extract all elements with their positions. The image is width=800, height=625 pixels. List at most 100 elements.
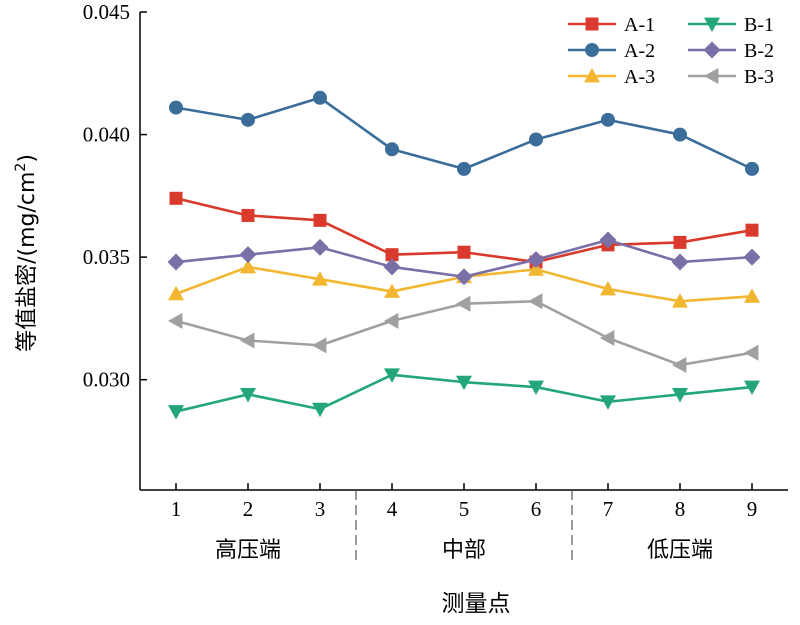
y-axis-label: 等值盐密/(mg/cm2) (13, 154, 40, 352)
x-tick-label: 2 (243, 497, 254, 521)
series-a-2 (169, 90, 759, 176)
data-point (743, 248, 761, 266)
series-line (175, 96, 753, 171)
data-point (599, 231, 617, 249)
data-point (169, 100, 183, 115)
series-b-3 (168, 293, 759, 373)
data-point (239, 246, 257, 264)
legend-label: A-3 (624, 66, 655, 88)
data-point (528, 380, 544, 396)
data-point (600, 280, 616, 296)
data-point (745, 161, 759, 176)
data-point (241, 208, 255, 222)
data-point (456, 375, 472, 391)
x-tick-label: 8 (675, 497, 686, 521)
series-lines (167, 90, 761, 420)
x-tick-label: 3 (315, 497, 326, 521)
x-tick-label: 4 (387, 497, 398, 521)
series-a-1 (169, 191, 759, 269)
series-line (175, 299, 753, 367)
data-point (167, 253, 185, 271)
y-tick-label: 0.040 (83, 123, 130, 147)
data-point (383, 258, 401, 276)
data-point (456, 295, 471, 312)
x-group-labels: 高压端 中部 低压端 (215, 538, 713, 563)
legend-label: A-2 (624, 40, 655, 62)
legend-item-a-1: A-1 (568, 14, 655, 36)
legend-marker (585, 43, 599, 57)
legend-item-b-3: B-3 (688, 66, 774, 88)
data-point (744, 344, 759, 361)
data-point (528, 293, 543, 310)
data-point (311, 238, 329, 256)
data-point (744, 380, 760, 396)
data-point (385, 248, 399, 262)
y-tick-label: 0.030 (83, 368, 130, 392)
data-point (671, 253, 689, 271)
x-tick-label: 7 (603, 497, 614, 521)
data-point (312, 337, 327, 354)
x-tick-label: 5 (459, 497, 470, 521)
legend-marker (704, 17, 720, 32)
data-point (312, 402, 328, 418)
series-b-2 (167, 231, 761, 286)
series-b-1 (168, 368, 760, 420)
data-point (527, 251, 545, 269)
x-tick-label: 6 (531, 497, 542, 521)
data-point (744, 288, 760, 303)
y-axis-label-close: ) (15, 154, 40, 163)
legend-marker (703, 41, 721, 59)
data-point (745, 223, 759, 237)
data-point (168, 285, 184, 301)
legend-item-a-3: A-3 (568, 66, 655, 88)
data-point (169, 191, 183, 205)
data-point (385, 142, 399, 157)
x-tick-label: 9 (747, 497, 758, 521)
data-point (241, 112, 255, 127)
legend-label: B-1 (744, 14, 774, 36)
data-point (600, 330, 615, 347)
y-tick-label: 0.045 (83, 0, 130, 24)
data-point (529, 132, 543, 147)
x-group-label: 中部 (442, 538, 486, 563)
y-axis-label-sup: 2 (13, 163, 29, 172)
data-point (672, 356, 687, 373)
legend-item-b-1: B-1 (688, 14, 774, 36)
data-point (384, 312, 399, 329)
data-point (384, 283, 400, 298)
data-point (673, 235, 687, 249)
x-tick-label: 1 (171, 497, 182, 521)
data-point (313, 90, 327, 105)
data-point (672, 388, 688, 403)
legend-marker (584, 68, 600, 83)
legend-marker (704, 68, 719, 84)
x-axis-label: 测量点 (442, 591, 511, 617)
legend-label: B-2 (744, 40, 774, 62)
data-point (455, 268, 473, 286)
data-point (168, 405, 184, 420)
x-group-label: 低压端 (647, 538, 713, 563)
x-group-label: 高压端 (215, 538, 281, 563)
legend-label: B-3 (744, 66, 774, 88)
y-tick-label: 0.035 (83, 245, 130, 269)
data-point (313, 213, 327, 227)
data-point (312, 271, 328, 286)
legend-item-b-2: B-2 (688, 40, 774, 62)
data-point (672, 293, 688, 308)
legend-marker (585, 17, 599, 31)
legend-label: A-1 (624, 14, 655, 36)
data-point (240, 388, 256, 403)
data-point (601, 112, 615, 127)
legend-item-a-2: A-2 (568, 40, 655, 62)
data-point (240, 258, 256, 274)
y-axis-label-main: 等值盐密/(mg/cm (15, 172, 40, 352)
chart-axes: 0.030 0.035 0.040 0.045 1 2 3 4 5 6 7 8 9 (83, 0, 788, 565)
data-point (528, 261, 544, 276)
data-point (240, 332, 255, 349)
data-point (457, 245, 471, 259)
data-point (673, 127, 687, 142)
data-point (600, 395, 616, 410)
legend: A-1 B-1 A-2 B-2 A-3 B-3 (568, 14, 774, 88)
data-point (457, 161, 471, 176)
